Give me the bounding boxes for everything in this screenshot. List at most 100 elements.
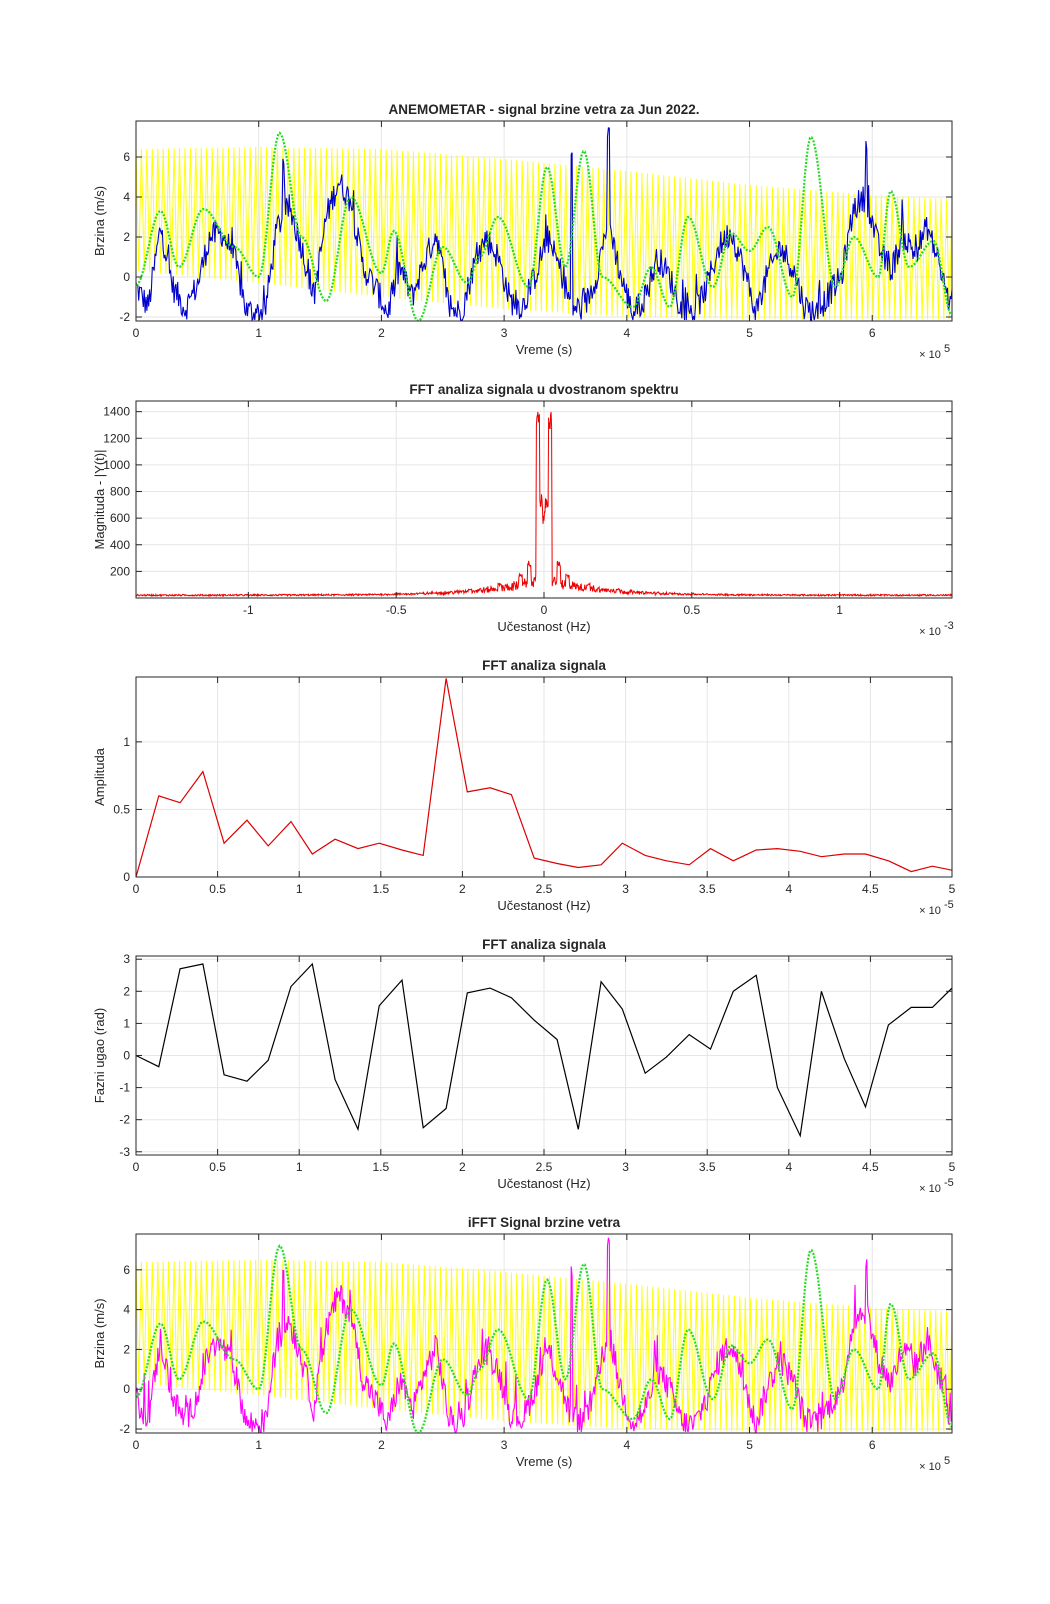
series-band-oscillation: [136, 146, 952, 320]
y-tick-label: 1000: [103, 458, 130, 472]
y-tick-label: 0: [123, 270, 130, 284]
y-axis-label: Brzina (m/s): [92, 186, 107, 256]
x-axis-label: Učestanost (Hz): [497, 898, 590, 913]
y-tick-label: 2: [123, 984, 130, 998]
x-axis-label: Vreme (s): [516, 1454, 573, 1469]
x-tick-label: 4.5: [862, 882, 879, 896]
x-axis-label: Učestanost (Hz): [497, 1176, 590, 1191]
y-tick-label: 0.5: [113, 802, 130, 816]
x-tick-label: 3.5: [699, 1160, 716, 1174]
series-line-measured-wind-speed: [136, 127, 952, 321]
x-tick-label: 2.5: [536, 1160, 553, 1174]
plot-series-group: [136, 678, 952, 877]
x-tick-label: 0.5: [209, 1160, 226, 1174]
chart-p3: 0 0.5 1 1.5 2 2.5 3 3.5 4 4.5 5 0 0.5 1 FFT analiza si…: [92, 658, 956, 917]
x-tick-label: 1: [255, 1438, 262, 1452]
x-axis-label: Učestanost (Hz): [497, 619, 590, 634]
x-exponent-power: -5: [944, 1177, 954, 1189]
y-tick-label: -2: [119, 1422, 130, 1436]
y-tick-label: 6: [123, 1263, 130, 1277]
x-tick-label: 4.5: [862, 1160, 879, 1174]
y-tick-label: 1200: [103, 431, 130, 445]
series-line-green-fit: [136, 1244, 952, 1433]
chart-title: FFT analiza signala: [482, 937, 606, 952]
x-tick-label: 1: [836, 603, 843, 617]
y-tick-label: 4: [123, 1303, 130, 1317]
x-tick-label: 4: [785, 882, 792, 896]
x-tick-label: 1: [296, 882, 303, 896]
y-tick-label: 1: [123, 1016, 130, 1030]
x-tick-label: 2: [378, 326, 385, 340]
chart-title: FFT analiza signala u dvostranom spektru: [409, 382, 678, 397]
x-tick-label: 0: [541, 603, 548, 617]
x-axis-label: Vreme (s): [516, 342, 573, 357]
chart-p4: 0 0.5 1 1.5 2 2.5 3 3.5 4 4.5 5 -3 -2 -1 0 1 2 3 FFT anali…: [92, 937, 956, 1195]
y-tick-label: 2: [123, 1342, 130, 1356]
x-tick-label: 3: [622, 1160, 629, 1174]
x-tick-label: 1.5: [372, 882, 389, 896]
y-tick-label: 800: [110, 485, 130, 499]
x-tick-label: 1: [296, 1160, 303, 1174]
x-tick-label: 0: [133, 1160, 140, 1174]
x-exponent-power: 5: [944, 343, 950, 355]
x-tick-label: 3: [501, 326, 508, 340]
x-tick-label: 5: [949, 1160, 956, 1174]
x-tick-label: -1: [243, 603, 254, 617]
y-tick-label: 1: [123, 735, 130, 749]
y-tick-label: 400: [110, 538, 130, 552]
y-tick-label: 0: [123, 1382, 130, 1396]
x-exponent-base: × 10: [919, 349, 941, 361]
series-line-reconstructed-wind-speed: [136, 1237, 952, 1433]
axes-box: [135, 1233, 953, 1434]
x-exponent-base: × 10: [919, 626, 941, 638]
x-exponent-base: × 10: [919, 1461, 941, 1473]
plot-series-group: [136, 1237, 952, 1433]
y-tick-label: 0: [123, 870, 130, 884]
y-tick-label: 4: [123, 190, 130, 204]
x-tick-label: 3.5: [699, 882, 716, 896]
x-tick-label: 0: [133, 326, 140, 340]
x-tick-label: 3: [622, 882, 629, 896]
y-axis-label: Amplituda: [92, 747, 107, 806]
x-tick-label: 5: [746, 326, 753, 340]
y-tick-label: -1: [119, 1081, 130, 1095]
x-tick-label: 0.5: [683, 603, 700, 617]
x-tick-label: 2: [459, 1160, 466, 1174]
x-exponent-base: × 10: [919, 905, 941, 917]
chart-title: iFFT Signal brzine vetra: [468, 1215, 621, 1230]
series-line-spectrum: [136, 411, 952, 598]
x-exponent-base: × 10: [919, 1183, 941, 1195]
y-tick-label: -3: [119, 1145, 130, 1159]
y-axis-label: Brzina (m/s): [92, 1298, 107, 1368]
y-tick-label: 2: [123, 230, 130, 244]
y-tick-label: 0: [123, 1049, 130, 1063]
y-axis-label: Fazni ugao (rad): [92, 1008, 107, 1103]
x-tick-label: 6: [869, 326, 876, 340]
series-line-phase: [136, 962, 952, 1138]
x-tick-label: 4: [623, 1438, 630, 1452]
y-tick-label: 200: [110, 564, 130, 578]
y-tick-label: 3: [123, 952, 130, 966]
x-tick-label: 5: [949, 882, 956, 896]
x-tick-label: 4: [623, 326, 630, 340]
x-tick-label: 1: [255, 326, 262, 340]
x-tick-label: 1.5: [372, 1160, 389, 1174]
series-line-green-fit: [136, 131, 952, 321]
chart-title: ANEMOMETAR - signal brzine vetra za Jun …: [388, 102, 699, 117]
series-line-amplitude: [136, 678, 952, 877]
plot-series-group: [136, 127, 952, 321]
x-tick-label: 3: [501, 1438, 508, 1452]
x-tick-label: 6: [869, 1438, 876, 1452]
series-band-oscillation: [136, 1259, 952, 1432]
x-exponent-power: 5: [944, 1455, 950, 1467]
x-tick-label: 2.5: [536, 882, 553, 896]
x-tick-label: 2: [459, 882, 466, 896]
axes-box: [135, 120, 953, 322]
x-exponent-power: -5: [944, 899, 954, 911]
y-tick-label: 600: [110, 511, 130, 525]
x-tick-label: 2: [378, 1438, 385, 1452]
x-tick-label: 0: [133, 1438, 140, 1452]
